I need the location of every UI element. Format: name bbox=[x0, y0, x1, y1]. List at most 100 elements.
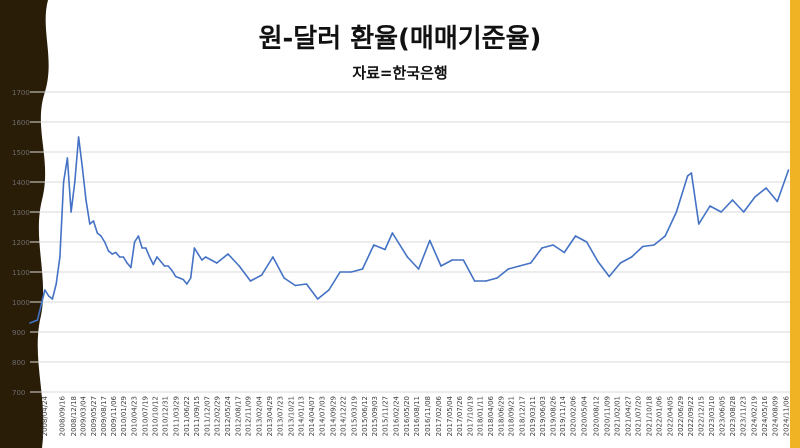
data-point bbox=[163, 265, 166, 267]
data-point bbox=[40, 304, 42, 306]
data-point bbox=[361, 268, 364, 270]
x-tick-label: 2011/12/07 bbox=[203, 396, 211, 436]
x-tick-label: 2020/05/04 bbox=[580, 395, 588, 436]
data-point bbox=[619, 262, 622, 264]
data-point bbox=[709, 205, 711, 207]
data-point bbox=[406, 256, 409, 258]
y-axis-ticks: 700 800 900 1000 1100 1200 1300 1400 1500 1600 170… bbox=[12, 89, 30, 397]
x-tick-label: 2016/11/08 bbox=[424, 396, 432, 436]
data-point bbox=[417, 268, 420, 270]
data-point bbox=[328, 289, 330, 291]
data-point bbox=[156, 256, 158, 258]
x-tick-label: 2023/08/28 bbox=[729, 396, 737, 436]
data-point bbox=[429, 239, 431, 242]
data-point bbox=[133, 241, 136, 243]
x-tick-label: 2020/08/12 bbox=[593, 396, 601, 436]
data-point bbox=[776, 200, 779, 203]
x-tick-label: 2009/05/27 bbox=[90, 396, 98, 436]
y-tick-label: 1400 bbox=[12, 179, 30, 187]
x-tick-label: 2014/04/07 bbox=[308, 396, 316, 436]
data-point bbox=[44, 289, 46, 291]
x-tick-label: 2010/04/23 bbox=[131, 396, 139, 436]
x-tick-label: 2014/12/22 bbox=[340, 396, 348, 436]
data-point bbox=[81, 166, 84, 168]
y-tick-label: 900 bbox=[12, 329, 25, 337]
data-point bbox=[350, 271, 353, 273]
data-point bbox=[66, 157, 69, 159]
data-point bbox=[51, 298, 54, 300]
data-point bbox=[171, 269, 173, 272]
data-point bbox=[137, 235, 140, 237]
data-point bbox=[100, 235, 102, 237]
data-point bbox=[92, 220, 95, 222]
data-point bbox=[485, 280, 487, 282]
data-point bbox=[178, 277, 181, 279]
x-tick-label: 2015/09/03 bbox=[371, 396, 379, 436]
y-tick-label: 1100 bbox=[12, 269, 30, 277]
data-point bbox=[541, 247, 543, 249]
data-point bbox=[89, 223, 91, 225]
data-point bbox=[111, 253, 113, 255]
x-tick-label: 2023/11/23 bbox=[740, 396, 748, 436]
data-point bbox=[130, 266, 132, 269]
x-tick-label: 2011/06/22 bbox=[183, 396, 191, 436]
data-point bbox=[339, 271, 341, 273]
x-tick-label: 2009/08/17 bbox=[100, 396, 108, 436]
data-point bbox=[122, 256, 125, 258]
data-point bbox=[720, 211, 722, 213]
x-tick-label: 2018/09/21 bbox=[508, 396, 516, 436]
x-tick-label: 2021/07/20 bbox=[635, 396, 643, 436]
x-tick-label: 2022/01/06 bbox=[655, 395, 663, 436]
x-tick-label: 2020/11/09 bbox=[603, 396, 611, 436]
data-point bbox=[152, 263, 155, 266]
x-tick-label: 2015/06/12 bbox=[361, 396, 369, 436]
x-tick-label: 2022/12/15 bbox=[698, 396, 706, 436]
y-tick-label: 800 bbox=[12, 359, 25, 367]
data-point bbox=[107, 250, 110, 252]
data-point bbox=[642, 245, 644, 248]
x-tick-label: 2012/05/24 bbox=[224, 395, 232, 436]
data-point bbox=[103, 241, 106, 243]
x-tick-label: 2019/08/26 bbox=[549, 395, 557, 436]
data-point bbox=[698, 223, 700, 225]
data-point bbox=[507, 268, 510, 270]
data-point bbox=[473, 280, 476, 282]
data-point bbox=[440, 265, 442, 267]
data-point bbox=[36, 319, 39, 321]
data-point bbox=[518, 265, 521, 267]
x-tick-label: 2016/05/20 bbox=[403, 396, 411, 436]
data-point bbox=[216, 262, 218, 264]
x-tick-label: 2015/03/19 bbox=[351, 396, 359, 436]
y-tick-label: 1600 bbox=[12, 119, 30, 127]
x-tick-label: 2024/08/09 bbox=[772, 396, 780, 436]
data-point bbox=[70, 211, 72, 213]
data-point bbox=[597, 260, 599, 263]
data-point bbox=[148, 256, 151, 258]
x-tick-label: 2017/10/19 bbox=[466, 396, 474, 436]
x-tick-label: 2019/06/03 bbox=[539, 396, 547, 436]
data-point bbox=[690, 172, 693, 174]
data-point bbox=[496, 277, 498, 279]
x-tick-label: 2013/04/29 bbox=[266, 396, 274, 436]
x-tick-label: 2014/01/13 bbox=[298, 396, 306, 436]
data-point bbox=[126, 262, 128, 264]
x-tick-label: 2013/02/04 bbox=[255, 395, 263, 436]
x-tick-label: 2018/01/11 bbox=[477, 396, 485, 436]
x-tick-label: 2022/04/05 bbox=[666, 396, 674, 436]
data-point bbox=[294, 284, 297, 287]
data-point bbox=[141, 247, 143, 249]
data-point bbox=[85, 199, 87, 201]
data-point bbox=[260, 274, 263, 276]
data-point bbox=[118, 256, 121, 258]
x-tick-label: 2018/12/17 bbox=[518, 396, 526, 436]
y-tick-label: 700 bbox=[12, 389, 25, 397]
x-tick-label: 2013/10/21 bbox=[287, 396, 295, 436]
y-tick-label: 1200 bbox=[12, 239, 30, 247]
x-tick-label: 2018/06/29 bbox=[497, 396, 505, 436]
data-point bbox=[451, 259, 454, 261]
data-point bbox=[305, 283, 308, 285]
x-tick-label: 2008/12/18 bbox=[70, 396, 78, 436]
data-point bbox=[686, 175, 689, 177]
data-point bbox=[189, 277, 192, 279]
